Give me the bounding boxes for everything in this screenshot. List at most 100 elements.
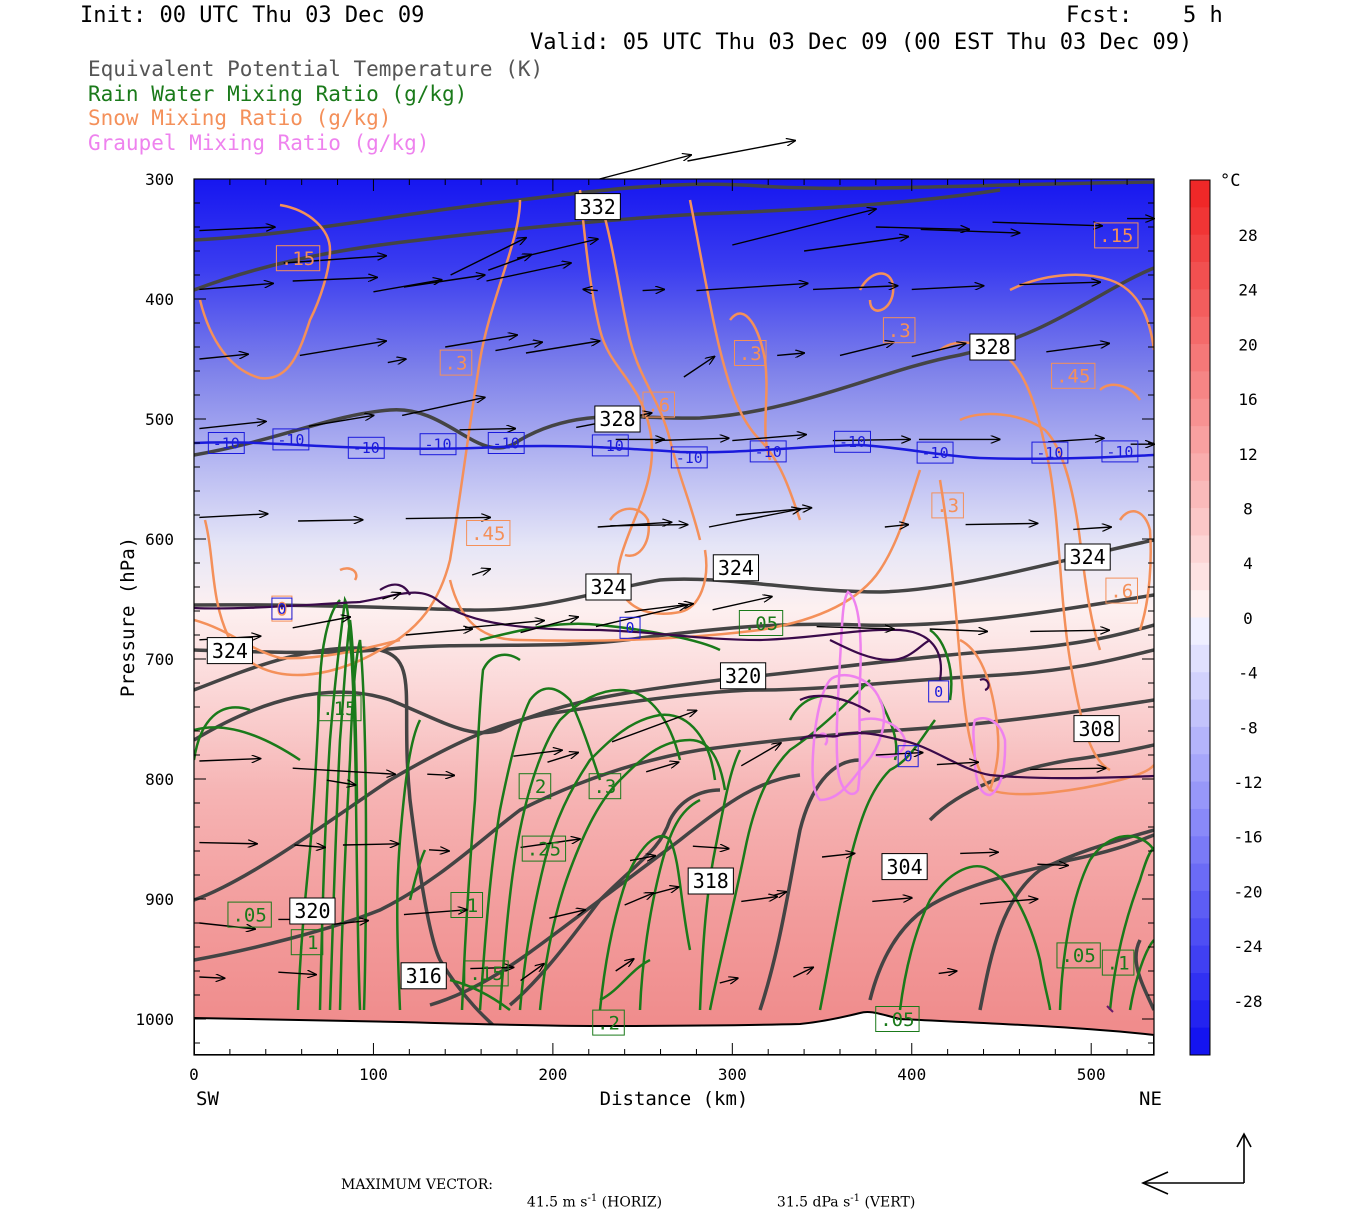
wind-vector-arrow xyxy=(597,522,672,528)
wind-vector-arrow xyxy=(839,342,894,357)
wind-vector-arrow xyxy=(708,509,801,528)
theta-e-contour-label-box xyxy=(585,573,632,601)
snow-contour-label: .45 xyxy=(1056,366,1090,388)
wind-vector-arrow xyxy=(486,263,570,282)
y-axis: 300 400 500 600 700 800 900 1000 xyxy=(135,170,1154,1044)
wind-vector-arrow xyxy=(629,856,655,861)
temperature-contour-label: -10 xyxy=(493,434,520,452)
colorbar-swatch xyxy=(1190,398,1210,427)
colorbar-swatch xyxy=(1190,180,1210,208)
x-tick-label: 500 xyxy=(1077,1065,1106,1084)
temperature-contour-label: -10 xyxy=(755,443,782,461)
rain-contour-label: .3 xyxy=(593,776,616,798)
y-tick-label: 600 xyxy=(145,530,174,549)
wind-vector-arrow xyxy=(199,283,273,291)
rain-contour-label: .15 xyxy=(469,963,503,985)
colorbar-swatch xyxy=(1190,508,1210,536)
temperature-contour-label: -10 xyxy=(1106,443,1133,461)
wind-vector-arrow xyxy=(803,237,908,252)
temperature-contour-label: -10 xyxy=(213,434,240,452)
x-axis: 0 100 200 300 400 500 xyxy=(189,179,1128,1084)
wind-vector-arrow xyxy=(920,229,1020,233)
theta-e-contour-label: 324 xyxy=(718,556,754,580)
y-axis-title: Pressure (hPa) xyxy=(117,537,139,697)
sw-end-label: SW xyxy=(196,1088,219,1110)
colorbar-swatch xyxy=(1190,672,1210,701)
wind-vector-arrow xyxy=(696,283,807,292)
rain-contour-label: .05 xyxy=(880,1009,914,1031)
snow-contour-label: .3 xyxy=(739,343,762,365)
wind-vector-arrow xyxy=(520,839,580,849)
temperature-contour-label-box xyxy=(207,432,245,454)
snow-contour-label-box xyxy=(882,317,916,344)
graupel-contours xyxy=(811,590,1007,802)
wind-vector-arrow xyxy=(911,343,966,358)
wind-vector-arrow xyxy=(642,289,665,290)
theta-e-contour-label: 324 xyxy=(1070,545,1106,569)
snow-contour-label: .15 xyxy=(281,248,315,270)
legend-rain: Rain Water Mixing Ratio (g/kg) xyxy=(88,82,468,106)
rain-contour-label-box xyxy=(227,901,272,928)
forecast-label: Fcst: xyxy=(1066,3,1133,28)
theta-e-contour-label-box xyxy=(574,193,621,221)
rain-contour-label-box xyxy=(450,892,484,918)
wind-vector-arrow xyxy=(199,922,255,929)
colorbar-frame xyxy=(1189,179,1211,1056)
theta-e-contour-label-box xyxy=(289,897,336,925)
snow-contour-label-box xyxy=(1051,362,1096,389)
wind-vector-arrow xyxy=(979,899,1037,905)
valid-time: Valid: 05 UTC Thu 03 Dec 09 (00 EST Thu … xyxy=(530,30,1193,55)
theta-e-contour-label: 324 xyxy=(212,639,248,663)
temperature-contour-label-box xyxy=(1101,440,1139,463)
wind-vector-arrow xyxy=(299,341,386,357)
colorbar-swatch xyxy=(1190,781,1210,810)
wind-vector-arrow xyxy=(611,711,696,743)
temperature-contour-label: -10 xyxy=(1036,444,1063,462)
wind-vector-arrow xyxy=(199,759,260,761)
colorbar-swatch xyxy=(1190,945,1210,974)
colorbar-swatch xyxy=(1190,699,1210,728)
wind-vector-arrow xyxy=(732,435,806,442)
wind-vector-arrow xyxy=(1030,630,1109,631)
colorbar-swatch xyxy=(1190,453,1210,482)
colorbar-swatch xyxy=(1190,562,1210,591)
snow-contour-label: .6 xyxy=(1110,580,1133,602)
wind-vector-arrow xyxy=(333,921,368,925)
wind-vector-arrow xyxy=(655,438,729,440)
horizontal-tag: (HORIZ) xyxy=(601,1194,663,1211)
wind-vector-arrow xyxy=(199,227,274,231)
wind-vector-arrow xyxy=(816,627,894,629)
wind-vector-arrow xyxy=(583,289,598,290)
colorbar-swatch xyxy=(1190,972,1210,1001)
wind-vector-arrow xyxy=(382,593,400,600)
rain-contour-label: .1 xyxy=(455,895,478,917)
wind-vector-arrow xyxy=(292,767,395,774)
rain-contour-label-box xyxy=(521,835,567,862)
wind-vector-arrow xyxy=(525,341,600,354)
snow-contour-label: .3 xyxy=(936,495,959,517)
rain-contour-label-box xyxy=(1056,942,1101,969)
colorbar-tick-label: -8 xyxy=(1238,718,1257,737)
temperature-contour-label: -10 xyxy=(839,433,866,451)
theta-e-contour-label-box xyxy=(400,962,447,990)
wind-vector-arrow xyxy=(740,743,780,767)
theta-e-contour-label: 316 xyxy=(406,964,442,988)
surface-marker xyxy=(1106,1005,1114,1013)
forecast-hours: 5 h xyxy=(1183,3,1223,28)
wind-vector-arrow xyxy=(872,898,911,902)
colorbar-swatch xyxy=(1190,371,1210,400)
colorbar-tick-label: 0 xyxy=(1243,609,1253,628)
colorbar-swatch xyxy=(1190,426,1210,454)
wind-vector-arrow xyxy=(513,750,561,757)
wind-vector-arrow xyxy=(936,762,978,764)
y-tick-label: 700 xyxy=(145,650,174,669)
colorbar-swatch xyxy=(1190,234,1210,263)
colorbar-tick-label: -4 xyxy=(1238,664,1257,683)
theta-e-contour-label-box xyxy=(687,867,734,895)
snow-contour-label: .45 xyxy=(471,523,505,545)
colorbar-swatch xyxy=(1190,590,1210,618)
theta-e-contour-label: 328 xyxy=(974,335,1010,359)
y-tick-label: 400 xyxy=(145,290,174,309)
legend-theta-e: Equivalent Potential Temperature (K) xyxy=(88,57,544,81)
wind-vector-arrow xyxy=(199,843,256,844)
